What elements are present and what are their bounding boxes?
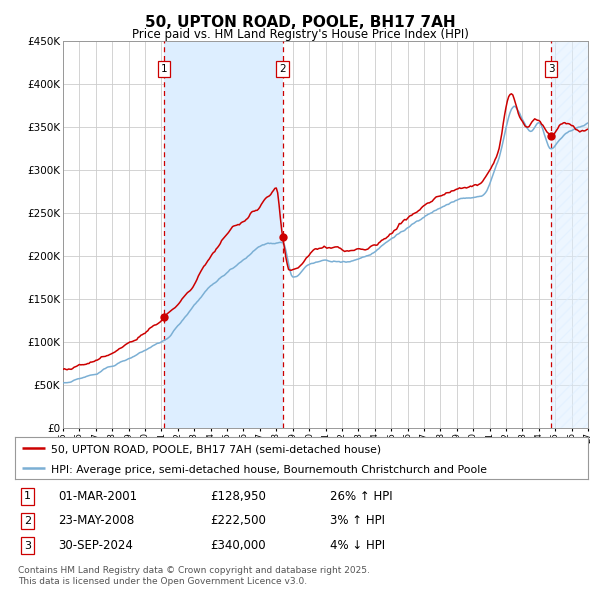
Bar [551,41,588,428]
Text: 3: 3 [548,64,554,74]
Text: Contains HM Land Registry data © Crown copyright and database right 2025.
This d: Contains HM Land Registry data © Crown c… [18,566,370,586]
Text: 2: 2 [280,64,286,74]
Text: 23-MAY-2008: 23-MAY-2008 [58,514,134,527]
Text: 1: 1 [24,491,31,502]
Text: 50, UPTON ROAD, POOLE, BH17 7AH (semi-detached house): 50, UPTON ROAD, POOLE, BH17 7AH (semi-de… [50,444,380,454]
Text: HPI: Average price, semi-detached house, Bournemouth Christchurch and Poole: HPI: Average price, semi-detached house,… [50,465,487,475]
Text: 26% ↑ HPI: 26% ↑ HPI [330,490,393,503]
Text: 4% ↓ HPI: 4% ↓ HPI [330,539,385,552]
Bar [164,41,283,428]
Text: 3% ↑ HPI: 3% ↑ HPI [330,514,385,527]
Text: Price paid vs. HM Land Registry's House Price Index (HPI): Price paid vs. HM Land Registry's House … [131,28,469,41]
Text: 1: 1 [161,64,167,74]
Text: 2: 2 [24,516,31,526]
Text: £128,950: £128,950 [210,490,266,503]
Text: 50, UPTON ROAD, POOLE, BH17 7AH: 50, UPTON ROAD, POOLE, BH17 7AH [145,15,455,30]
Text: 01-MAR-2001: 01-MAR-2001 [58,490,137,503]
Text: £340,000: £340,000 [210,539,265,552]
Text: £222,500: £222,500 [210,514,266,527]
Text: 30-SEP-2024: 30-SEP-2024 [58,539,133,552]
Text: 3: 3 [24,540,31,550]
